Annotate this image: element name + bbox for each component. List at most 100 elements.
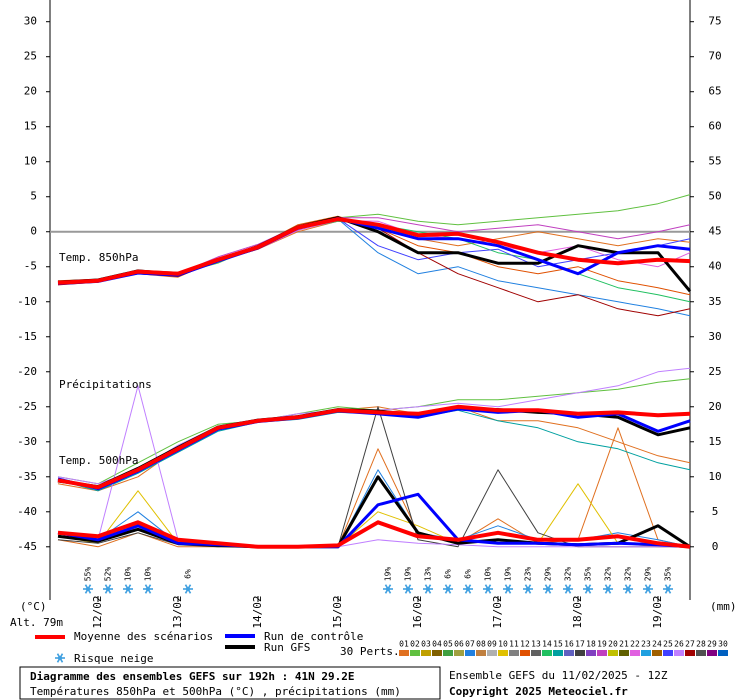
y-tick-label: 30 [24,15,37,28]
snowflake-core [586,587,590,591]
series-line [57,520,691,549]
member-name: 21 [619,640,629,649]
snowflake-core [486,587,490,591]
snow-risk-label: 29% [544,567,553,582]
snowflake-core [406,587,410,591]
member-swatch [542,650,552,656]
x-tick-label: 17/02 [491,595,504,628]
y2-tick-label: 60 [708,120,721,133]
member-name: 11 [509,640,519,649]
member-name: 03 [421,640,431,649]
y2-tick-label: 50 [708,190,721,203]
y2-tick-label: 45 [708,225,721,238]
snowflake-core [506,587,510,591]
member-swatch [399,650,409,656]
snow-icon [103,584,113,594]
member-name: 13 [531,640,541,649]
y2-tick-label: 0 [712,540,719,553]
member-name: 05 [443,640,453,649]
member-swatch [663,650,673,656]
member-swatch [597,650,607,656]
snowflake-core [186,587,190,591]
x-tick-label: 15/02 [331,595,344,628]
snowflake-core [146,587,150,591]
member-swatch [586,650,596,656]
member-name: 08 [476,640,486,649]
snow-icon [403,584,413,594]
snow-icon [583,584,593,594]
y2-tick-label: 15 [708,435,721,448]
member-swatch [575,650,585,656]
snow-icon [563,584,573,594]
annotation: Temp. 850hPa [59,251,138,264]
member-name: 24 [652,640,662,649]
x-tick-label: 16/02 [411,595,424,628]
series-line [57,217,691,285]
snow-icon [623,584,633,594]
snowflake-core [386,587,390,591]
snow-risk-label: 32% [564,567,573,582]
member-swatch [465,650,475,656]
snowflake-core [446,587,450,591]
y-tick-label: 25 [24,50,37,63]
y-tick-label: 0 [30,225,37,238]
y-axis-label: (°C) [20,600,47,613]
snowflake-core [106,587,110,591]
member-swatch [619,650,629,656]
legend-label: Risque neige [74,652,153,665]
snow-risk-label: 35% [664,567,673,582]
member-name: 23 [641,640,651,649]
snow-icon [83,584,93,594]
snow-risk-label: 19% [504,567,513,582]
member-swatch [553,650,563,656]
x-tick-label: 18/02 [571,595,584,628]
snow-risk-label: 55% [84,567,93,582]
snow-icon [503,584,513,594]
snowflake-core [666,587,670,591]
snow-risk-label: 6% [464,569,473,579]
member-name: 22 [630,640,640,649]
legend-label: Moyenne des scénarios [74,630,213,643]
member-line [57,385,690,548]
member-swatch [443,650,453,656]
snowflake-core [626,587,630,591]
x-tick-label: 19/02 [651,595,664,628]
member-swatch [498,650,508,656]
y2-tick-label: 30 [708,330,721,343]
y2-tick-label: 35 [708,295,721,308]
snowflake-core [646,587,650,591]
snowflake-core [126,587,130,591]
member-swatch [487,650,497,656]
y-tick-label: 5 [30,190,37,203]
member-line [57,219,691,317]
x-tick-label: 14/02 [251,595,264,628]
x-tick-label: 12/02 [91,595,104,628]
member-line [57,378,691,485]
snow-risk-label: 19% [404,567,413,582]
member-line [57,483,690,548]
y-tick-label: -30 [17,435,37,448]
snow-risk-label: 6% [444,569,453,579]
chart-title: Diagramme des ensembles GEFS sur 192h : … [30,670,355,683]
snow-icon [443,584,453,594]
altitude: Alt. 79m [10,616,63,629]
member-swatch [685,650,695,656]
member-swatch [641,650,651,656]
member-name: 12 [520,640,530,649]
member-line [57,218,691,317]
member-name: 14 [542,640,552,649]
member-name: 17 [575,640,585,649]
snow-icon [643,584,653,594]
member-swatch [432,650,442,656]
snow-risk-label: 23% [524,567,533,582]
member-swatch [652,650,662,656]
y-tick-label: -5 [24,260,37,273]
snowflake-core [546,587,550,591]
snow-risk-label: 32% [604,567,613,582]
member-name: 16 [564,640,574,649]
y-tick-label: -10 [17,295,37,308]
snow-icon [423,584,433,594]
member-name: 20 [608,640,618,649]
snow-risk-label: 29% [644,567,653,582]
y-tick-label: -25 [17,400,37,413]
